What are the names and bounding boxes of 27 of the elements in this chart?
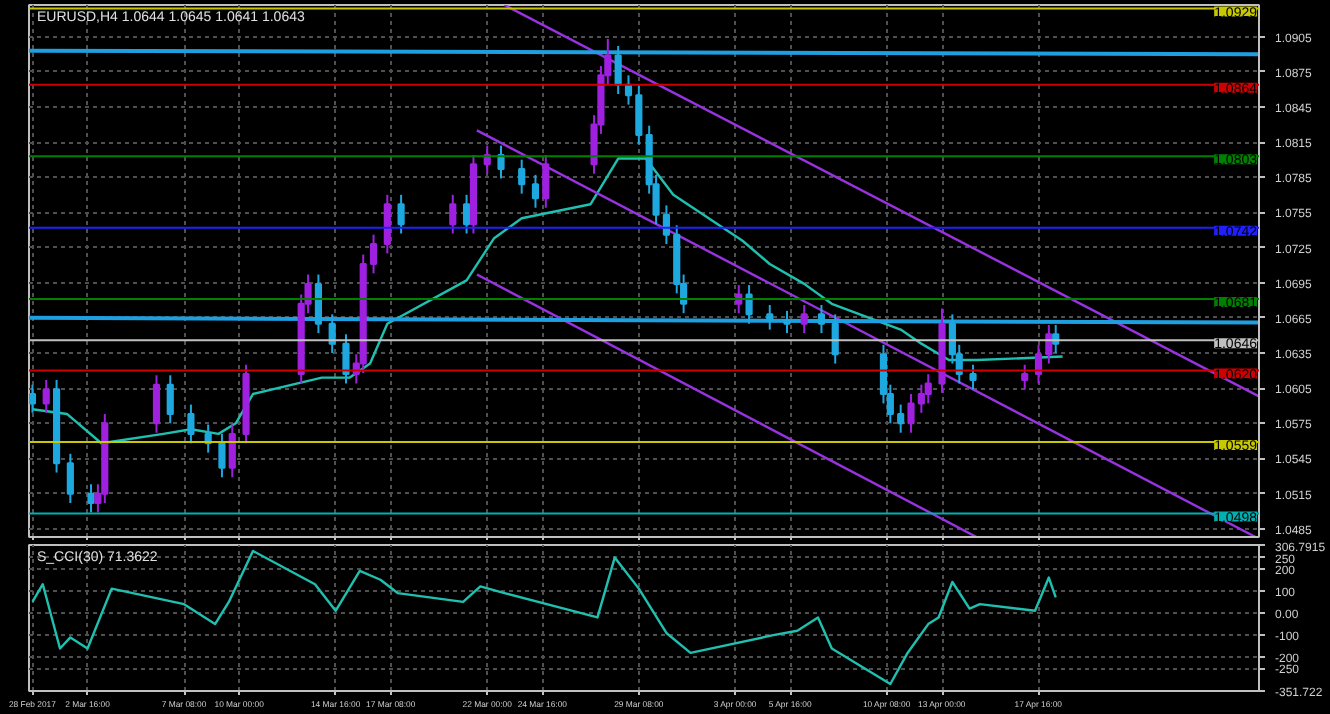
- candlestick: [462, 193, 471, 235]
- candlestick: [42, 378, 50, 414]
- candlestick: [383, 193, 391, 255]
- candlestick: [397, 193, 405, 235]
- candlestick: [969, 363, 977, 391]
- candlestick: [1045, 323, 1053, 365]
- candlestick: [1021, 363, 1029, 391]
- line-series: [31, 549, 1057, 686]
- candlestick: [29, 383, 37, 414]
- candlestick: [800, 303, 808, 335]
- candlestick: [66, 452, 74, 505]
- candlestick: [342, 333, 350, 385]
- candlestick: [152, 374, 161, 434]
- candlestick: [87, 483, 95, 514]
- line-series: [31, 157, 1064, 445]
- candlestick: [542, 153, 550, 209]
- candlestick: [166, 374, 174, 425]
- candlestick: [924, 373, 932, 405]
- candlestick: [228, 423, 236, 479]
- candlestick: [531, 173, 540, 209]
- candlestick: [218, 432, 226, 479]
- candlestick: [518, 158, 526, 195]
- candlestick: [897, 403, 905, 434]
- candlestick: [497, 144, 505, 180]
- candlestick: [187, 403, 195, 445]
- candlestick: [1034, 343, 1043, 385]
- candlestick: [449, 193, 457, 235]
